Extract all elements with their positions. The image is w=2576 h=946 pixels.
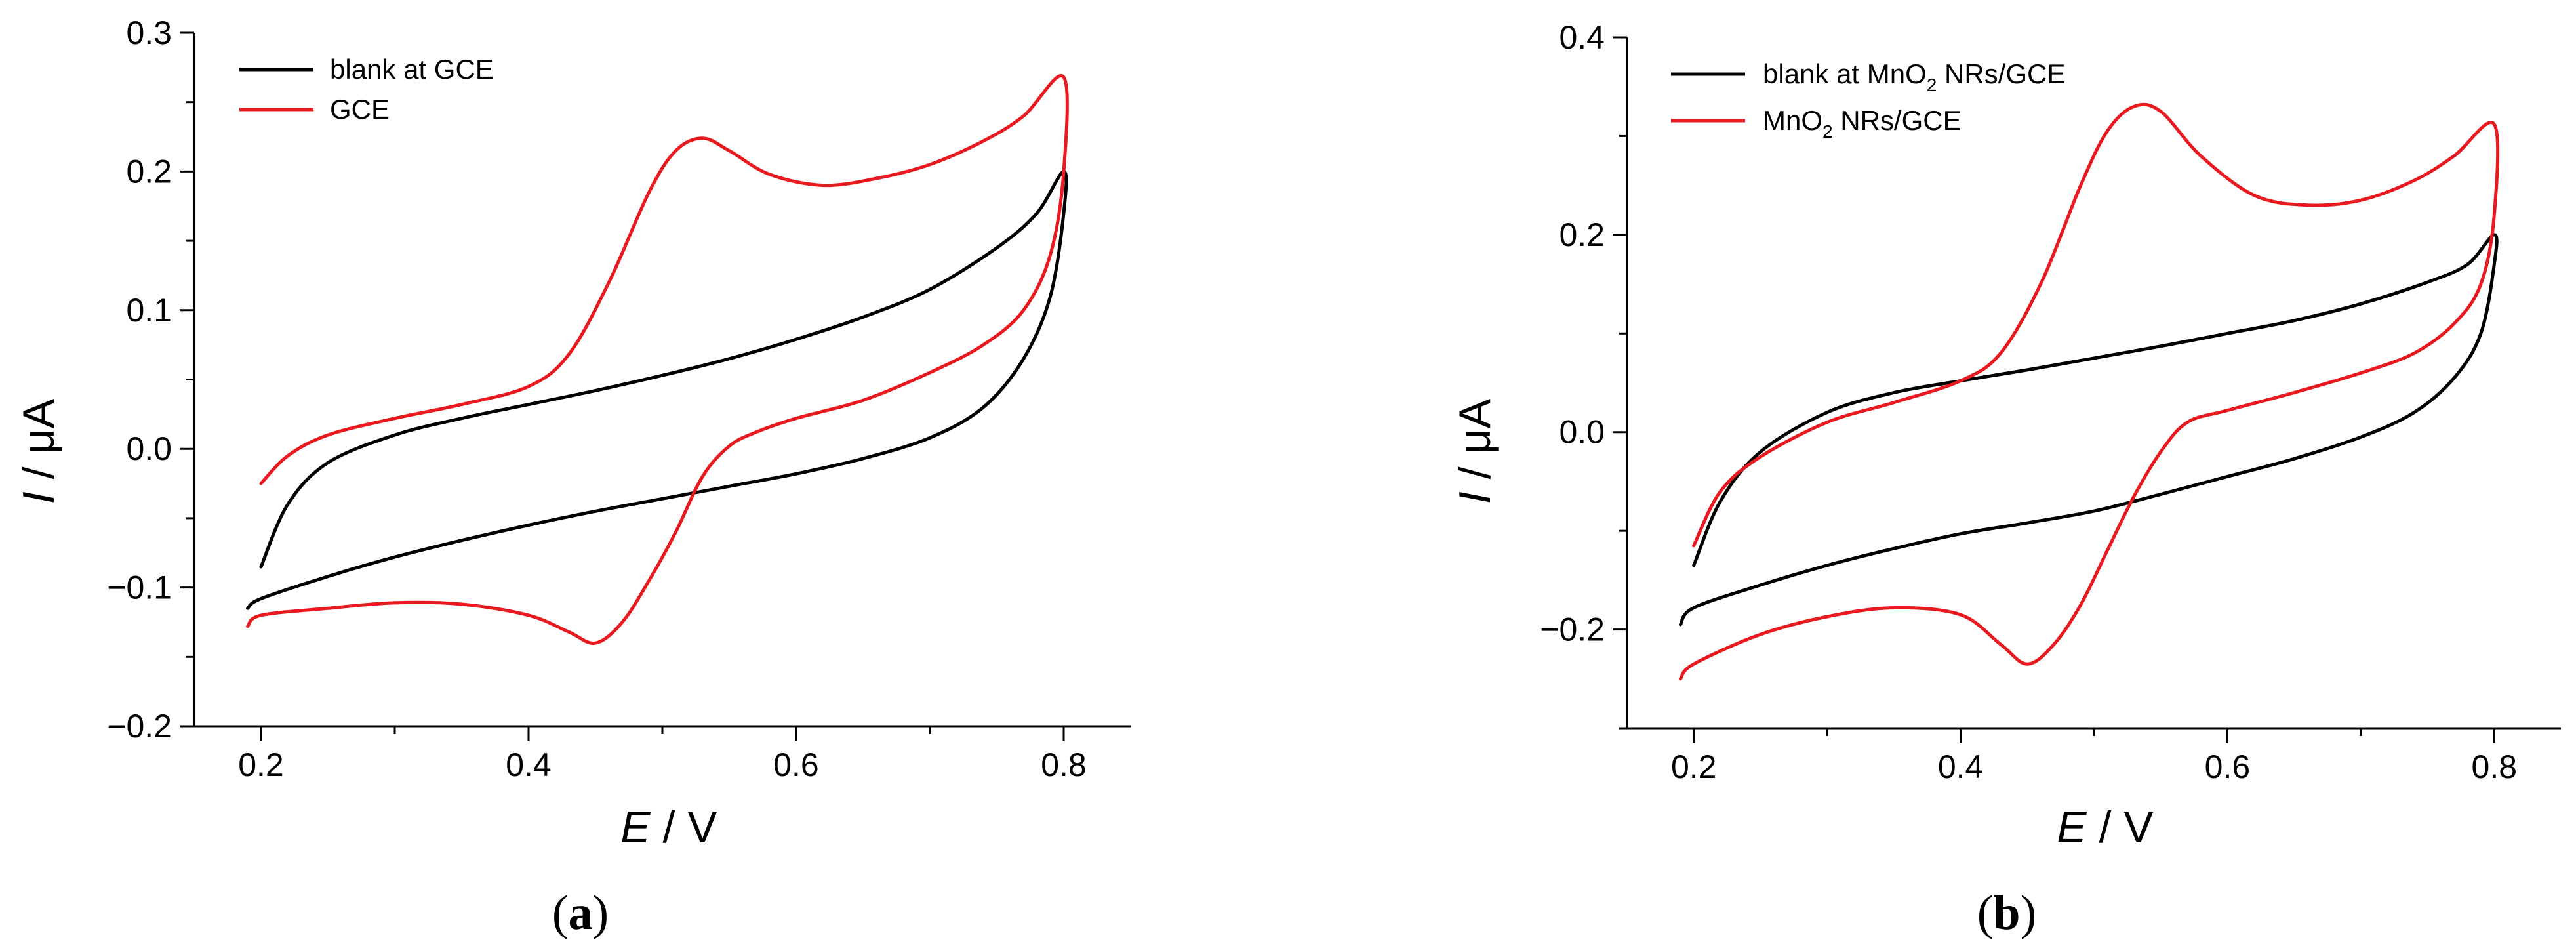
panel-label: (b) <box>1977 886 2036 940</box>
y-tick-label: 0.0 <box>1559 414 1605 451</box>
axes-a: 0.2 0.4 0.6 0.8 −0.2 −0.1 0.0 0.1 0.2 0.3 <box>107 14 1131 783</box>
y-tick-label: 0.3 <box>126 14 172 51</box>
legend-label: blank at GCE <box>330 54 494 85</box>
x-tick-label: 0.6 <box>773 747 819 783</box>
y-tick-label: 0.0 <box>126 430 172 467</box>
x-tick-label: 0.4 <box>1938 749 1984 785</box>
axes-b: 0.2 0.4 0.6 0.8 −0.2 0.0 0.2 0.4 <box>1540 19 2561 785</box>
legend-label: MnO2 NRs/GCE <box>1763 105 1962 142</box>
y-tick-label: 0.2 <box>126 153 172 190</box>
series-line <box>1678 102 2500 681</box>
chart-panel-b: 0.2 0.4 0.6 0.8 −0.2 0.0 0.2 0.4 I / μA E / V b… <box>1450 19 2561 940</box>
x-axis-title: E / V <box>2057 802 2154 852</box>
x-tick-label: 0.8 <box>2472 749 2518 785</box>
plot-area-a <box>246 73 1069 645</box>
plot-area-b <box>1678 102 2500 681</box>
legend-label: GCE <box>330 94 390 125</box>
panel-label: (a) <box>552 886 609 940</box>
legend: blank at GCE GCE <box>239 54 494 125</box>
x-tick-label: 0.6 <box>2205 749 2251 785</box>
y-axis-title: I / μA <box>1450 398 1500 504</box>
legend-label: blank at MnO2 NRs/GCE <box>1763 58 2065 95</box>
series-line <box>246 73 1069 645</box>
x-tick-label: 0.2 <box>238 747 284 783</box>
series-line <box>246 169 1068 610</box>
y-tick-label: −0.2 <box>107 708 172 745</box>
y-tick-label: −0.2 <box>1540 611 1605 648</box>
chart-panel-a: 0.2 0.4 0.6 0.8−0.2−0.10.00.10.20.3 I / μA … <box>14 14 1131 940</box>
x-axis-title: E / V <box>620 802 717 852</box>
y-axis-title: I / μA <box>14 398 64 504</box>
x-tick-label: 0.2 <box>1671 749 1717 785</box>
x-tick-label: 0.4 <box>506 747 552 783</box>
legend: blank at MnO2 NRs/GCE MnO2 NRs/GCE <box>1671 58 2065 142</box>
x-tick-label: 0.8 <box>1041 747 1087 783</box>
y-tick-label: 0.1 <box>126 292 172 329</box>
y-tick-label: 0.2 <box>1559 216 1605 253</box>
y-tick-label: 0.4 <box>1559 19 1605 56</box>
y-tick-label: −0.1 <box>107 569 172 606</box>
